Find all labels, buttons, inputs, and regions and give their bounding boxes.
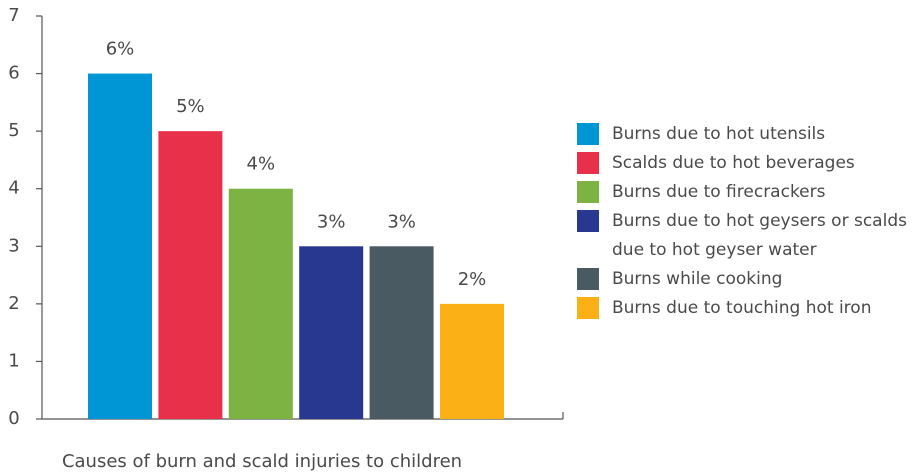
y-tick-label: 2 [8,293,19,314]
legend-item: Scalds due to hot beverages [577,149,912,178]
y-tick-label: 4 [8,178,19,199]
legend-label: Burns while cooking [612,269,783,289]
legend-label: Burns due to hot utensils [612,124,826,144]
y-tick-label: 3 [8,235,19,256]
bar [88,73,152,420]
y-tick-label: 0 [8,408,19,429]
data-label: 3% [317,211,346,232]
legend-item: Burns due to hot utensils [577,120,912,149]
bar [228,188,293,419]
data-label: 2% [458,269,487,290]
legend-label: Burns due to hot geysers or scalds due t… [612,211,907,260]
legend-swatch [577,152,599,174]
legend-item: Burns while cooking [577,265,912,294]
bar [369,246,434,419]
y-tick-label: 6 [8,63,19,84]
legend-label: Burns due to firecrackers [612,182,826,202]
legend-swatch [577,297,599,319]
data-label: 5% [176,96,205,117]
bar [440,303,504,419]
legend-item: Burns due to firecrackers [577,178,912,207]
data-label: 6% [106,39,135,60]
legend-item: Burns due to hot geysers or scalds due t… [577,207,912,265]
legend-label: Scalds due to hot beverages [612,153,855,173]
y-tick-label: 1 [8,350,19,371]
legend: Burns due to hot utensils Scalds due to h… [577,120,912,323]
legend-swatch [577,123,599,145]
y-tick-label: 5 [8,120,19,141]
legend-swatch [577,210,599,232]
legend-swatch [577,268,599,290]
legend-label: Burns due to touching hot iron [612,298,872,318]
x-axis-label: Causes of burn and scald injuries to chi… [62,451,462,472]
legend-item: Burns due to touching hot iron [577,294,912,323]
data-label: 3% [387,211,416,232]
bar [158,131,223,419]
data-label: 4% [247,154,276,175]
legend-swatch [577,181,599,203]
y-tick-label: 7 [8,5,19,26]
bar [299,246,364,419]
